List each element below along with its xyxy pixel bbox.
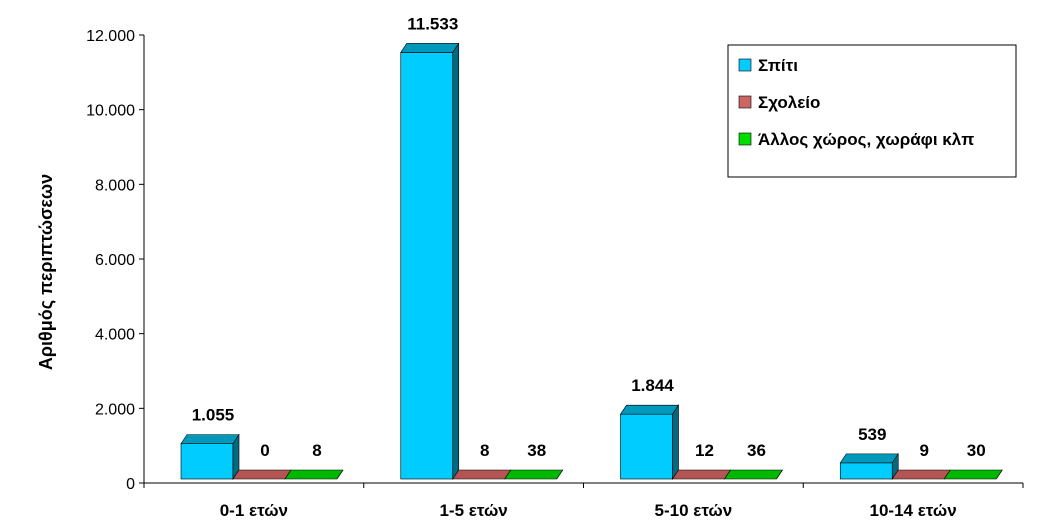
data-label: 36 (747, 441, 766, 460)
y-tick-label: 4.000 (95, 327, 135, 344)
data-label: 1.055 (192, 406, 235, 425)
bar-0-2 (619, 404, 680, 480)
legend-swatch (738, 132, 752, 146)
y-tick-label: 12.000 (86, 28, 135, 45)
bar-1-3 (891, 469, 951, 480)
bar-top (671, 469, 732, 480)
bar-side (336, 469, 344, 480)
bar-top (400, 43, 460, 53)
data-label: 11.533 (407, 14, 458, 33)
bar-top (284, 469, 344, 480)
y-tick-label: 6.000 (95, 252, 135, 269)
axes: 0 2.000 4.000 6.000 8.000 10.000 12.000 0-1 ετώ… (86, 28, 1024, 520)
y-tick-label: 10.000 (86, 103, 135, 120)
legend-item: Σπίτι (738, 56, 798, 75)
y-tick-label: 0 (126, 476, 135, 493)
legend-item: Άλλος χώρος, χωράφι κλπ (738, 130, 974, 149)
bar-2-3 (943, 469, 1003, 480)
bar-side (452, 42, 460, 480)
data-label: 38 (527, 441, 546, 460)
bar-front (839, 462, 893, 480)
bar-1-2 (671, 469, 732, 480)
bar-side (556, 469, 563, 480)
bar-side (776, 469, 783, 480)
bar-1-0 (232, 469, 292, 480)
data-label: 30 (967, 441, 986, 460)
bar-2-1 (504, 469, 564, 480)
bar-top (452, 469, 512, 480)
bar-top (504, 469, 564, 480)
legend-item: Σχολείο (738, 93, 820, 112)
bar-side (996, 469, 1003, 480)
bar-top (619, 404, 680, 415)
legend-label: Σχολείο (758, 93, 820, 112)
bar-2-0 (284, 469, 344, 480)
bar-2-2 (723, 469, 784, 480)
data-label: 539 (858, 425, 886, 444)
x-tick-label: 10-14 ετών (870, 501, 957, 520)
data-labels: 1.055 0 8 11.533 8 38 1.844 12 36 539 9 30 (192, 14, 986, 460)
bars (180, 42, 1003, 480)
bar-top (839, 453, 899, 464)
data-label: 0 (260, 441, 269, 460)
legend-frame (727, 44, 1017, 178)
bar-top (232, 469, 292, 480)
bar-top (180, 434, 240, 444)
y-tick-label: 2.000 (95, 401, 135, 418)
bar-front (620, 413, 673, 480)
legend-label: Άλλος χώρος, χωράφι κλπ (758, 130, 974, 149)
data-label: 1.844 (631, 376, 674, 395)
y-tick-label: 8.000 (95, 177, 135, 194)
bar-1-1 (452, 469, 512, 480)
legend-label: Σπίτι (758, 56, 798, 75)
bar-top (723, 469, 784, 480)
legend-swatch (738, 95, 752, 109)
data-label: 8 (312, 441, 321, 460)
y-axis-title: Αριθμός περιπτώσεων (36, 174, 56, 370)
x-tick-label: 5-10 ετών (655, 501, 733, 520)
x-tick-label: 0-1 ετών (220, 501, 288, 520)
bar-0-0 (180, 433, 240, 480)
data-label: 12 (695, 441, 714, 460)
bar-side (672, 404, 679, 480)
bar-front (180, 443, 234, 480)
bar-top (891, 469, 951, 480)
x-tick-label: 1-5 ετών (439, 501, 507, 520)
legend: Σπίτι Σχολείο Άλλος χώρος, χωράφι κλπ (727, 44, 1017, 178)
bar-top (943, 469, 1003, 480)
bar-0-1 (400, 42, 460, 480)
data-label: 8 (480, 441, 489, 460)
bar-front (400, 52, 454, 480)
bar-0-3 (839, 452, 899, 480)
legend-swatch (738, 58, 752, 72)
data-label: 9 (920, 441, 929, 460)
